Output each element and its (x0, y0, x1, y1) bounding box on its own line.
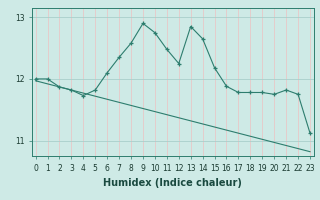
X-axis label: Humidex (Indice chaleur): Humidex (Indice chaleur) (103, 178, 242, 188)
